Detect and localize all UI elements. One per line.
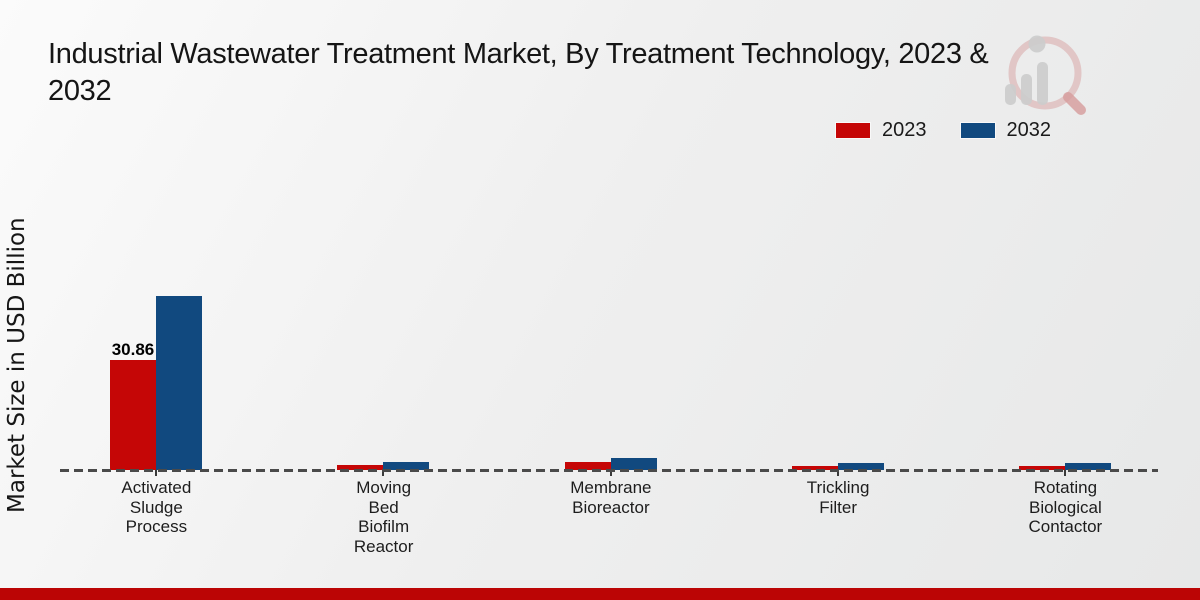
category-label-moving-bed-biofilm-reactor: Moving Bed Biofilm Reactor xyxy=(353,478,414,556)
legend-label-2032: 2032 xyxy=(1006,119,1052,141)
category-label-trickling-filter: Trickling Filter xyxy=(806,478,870,517)
bar-2023-membrane-bioreactor xyxy=(564,462,611,470)
bar-2032-rotating-biological-contactor xyxy=(1065,463,1111,470)
bar-2023-moving-bed-biofilm-reactor xyxy=(337,465,384,470)
market-research-future-logo-icon xyxy=(1005,35,1086,115)
legend-swatch-2023 xyxy=(836,123,870,138)
chart-title: Industrial Wastewater Treatment Market, … xyxy=(48,36,1178,110)
legend: 2023 2032 xyxy=(836,119,1051,142)
legend-label-2023: 2023 xyxy=(882,119,927,141)
data-label-2023-activated-sludge-process: 30.86 xyxy=(111,340,155,359)
bar-2032-membrane-bioreactor xyxy=(610,458,657,470)
bar-2023-trickling-filter xyxy=(791,466,838,470)
bar-2032-moving-bed-biofilm-reactor xyxy=(383,462,430,470)
footer-accent-bar xyxy=(0,588,1200,600)
x-tick-trickling-filter xyxy=(836,470,839,476)
chart-title-line1: Industrial Wastewater Treatment Market, … xyxy=(48,38,989,70)
legend-swatch-2032 xyxy=(960,123,995,138)
x-tick-rotating-biological-contactor xyxy=(1064,470,1066,476)
x-tick-activated-sludge-process xyxy=(155,470,157,476)
zero-baseline xyxy=(60,469,1158,472)
legend-item-2023: 2023 xyxy=(836,119,927,142)
y-axis-label: Market Size in USD Billion xyxy=(4,217,30,513)
category-label-rotating-biological-contactor: Rotating Biological Contactor xyxy=(1028,478,1103,536)
bar-2023-activated-sludge-process xyxy=(110,360,156,470)
bar-2032-trickling-filter xyxy=(837,463,884,470)
legend-item-2032: 2032 xyxy=(960,119,1052,142)
x-tick-moving-bed-biofilm-reactor xyxy=(382,470,385,476)
chart-title-line2: 2032 xyxy=(48,75,112,107)
category-label-activated-sludge-process: Activated Sludge Process xyxy=(121,478,192,536)
x-tick-membrane-bioreactor xyxy=(609,470,612,476)
category-label-membrane-bioreactor: Membrane Bioreactor xyxy=(570,478,652,517)
bar-2023-rotating-biological-contactor xyxy=(1019,466,1065,470)
bar-2032-activated-sludge-process xyxy=(156,296,202,470)
